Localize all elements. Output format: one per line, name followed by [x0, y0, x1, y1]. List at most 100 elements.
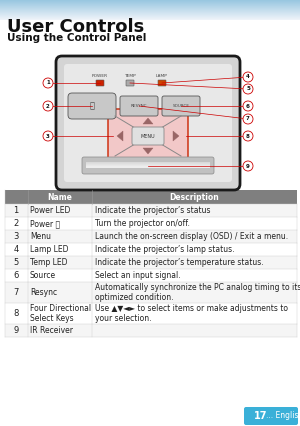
Text: Automatically synchronize the PC analog timing to its
optimized condition.: Automatically synchronize the PC analog …: [95, 283, 300, 302]
Text: Menu: Menu: [30, 232, 51, 241]
Text: Power LED: Power LED: [30, 206, 70, 215]
Text: 4: 4: [14, 245, 19, 254]
Polygon shape: [173, 131, 179, 141]
Circle shape: [43, 78, 53, 88]
FancyBboxPatch shape: [56, 56, 240, 190]
Circle shape: [243, 114, 253, 124]
Circle shape: [43, 101, 53, 111]
Bar: [0, 14, 300, 15]
Bar: [5, 204, 297, 217]
Text: POWER: POWER: [92, 74, 108, 78]
Text: 8: 8: [13, 309, 19, 318]
Text: IR Receiver: IR Receiver: [30, 326, 73, 335]
Bar: [5, 243, 297, 256]
Bar: [0, 6, 300, 7]
Bar: [0, 5, 300, 6]
Bar: [86, 165, 210, 167]
Text: Using the Control Panel: Using the Control Panel: [7, 33, 146, 43]
Text: ⏻: ⏻: [89, 101, 94, 110]
Text: TEMP: TEMP: [124, 74, 136, 78]
FancyBboxPatch shape: [132, 127, 164, 145]
Bar: [0, 18, 300, 19]
Text: Source: Source: [30, 271, 56, 280]
Bar: [86, 163, 210, 165]
Bar: [0, 11, 300, 12]
FancyBboxPatch shape: [158, 80, 166, 86]
Text: Indicate the projector’s temperature status.: Indicate the projector’s temperature sta…: [95, 258, 264, 267]
Bar: [0, 13, 300, 14]
Polygon shape: [117, 131, 123, 141]
Bar: [5, 190, 297, 204]
Bar: [0, 7, 300, 8]
Text: 7: 7: [246, 116, 250, 121]
Text: Launch the on-screen display (OSD) / Exit a menu.: Launch the on-screen display (OSD) / Exi…: [95, 232, 288, 241]
FancyBboxPatch shape: [96, 80, 104, 86]
Text: 1: 1: [46, 81, 50, 86]
Text: 9: 9: [246, 164, 250, 169]
Text: Select an input signal.: Select an input signal.: [95, 271, 181, 280]
Bar: [0, 3, 300, 4]
Text: Lamp LED: Lamp LED: [30, 245, 68, 254]
Text: User Controls: User Controls: [7, 18, 144, 36]
Text: 3: 3: [13, 232, 19, 241]
FancyBboxPatch shape: [244, 407, 298, 425]
Bar: [86, 164, 210, 166]
Bar: [86, 166, 210, 168]
FancyBboxPatch shape: [68, 93, 116, 119]
Text: RESYNC: RESYNC: [131, 104, 147, 108]
Text: 2: 2: [14, 219, 19, 228]
Text: Resync: Resync: [30, 288, 57, 297]
Circle shape: [243, 101, 253, 111]
Text: 3: 3: [46, 133, 50, 138]
Bar: [0, 4, 300, 5]
Text: SOURCE: SOURCE: [172, 104, 190, 108]
Text: 17: 17: [254, 411, 268, 421]
Text: Power ⏻: Power ⏻: [30, 219, 60, 228]
Bar: [86, 162, 210, 164]
Bar: [5, 217, 297, 230]
FancyBboxPatch shape: [162, 96, 200, 116]
Bar: [5, 303, 297, 324]
Text: Four Directional
Select Keys: Four Directional Select Keys: [30, 304, 91, 323]
Circle shape: [243, 161, 253, 171]
FancyBboxPatch shape: [126, 80, 134, 86]
Text: Use ▲▼◄► to select items or make adjustments to
your selection.: Use ▲▼◄► to select items or make adjustm…: [95, 304, 288, 323]
Bar: [5, 230, 297, 243]
Polygon shape: [143, 148, 153, 154]
Text: Turn the projector on/off.: Turn the projector on/off.: [95, 219, 190, 228]
FancyBboxPatch shape: [64, 64, 232, 182]
Bar: [0, 15, 300, 16]
Circle shape: [243, 131, 253, 141]
Text: 5: 5: [14, 258, 19, 267]
Text: 5: 5: [246, 86, 250, 92]
Text: 9: 9: [14, 326, 19, 335]
Bar: [5, 324, 297, 337]
Bar: [5, 269, 297, 282]
Text: Indicate the projector’s status: Indicate the projector’s status: [95, 206, 211, 215]
Bar: [0, 1, 300, 2]
Bar: [0, 0, 300, 1]
Bar: [0, 16, 300, 17]
Polygon shape: [143, 118, 153, 124]
Text: Name: Name: [48, 193, 72, 201]
Circle shape: [43, 131, 53, 141]
Bar: [0, 17, 300, 18]
Text: Indicate the projector’s lamp status.: Indicate the projector’s lamp status.: [95, 245, 235, 254]
Bar: [0, 10, 300, 11]
Circle shape: [243, 72, 253, 82]
Bar: [0, 19, 300, 20]
Text: ... English: ... English: [266, 412, 300, 420]
Bar: [5, 282, 297, 303]
Text: 1: 1: [14, 206, 19, 215]
Bar: [0, 12, 300, 13]
Text: 8: 8: [246, 133, 250, 138]
Text: 6: 6: [246, 104, 250, 109]
Bar: [5, 256, 297, 269]
Bar: [0, 8, 300, 9]
Text: MENU: MENU: [141, 133, 155, 138]
Text: Temp LED: Temp LED: [30, 258, 68, 267]
FancyBboxPatch shape: [82, 157, 214, 174]
Text: 6: 6: [13, 271, 19, 280]
FancyBboxPatch shape: [120, 96, 158, 116]
Text: LAMP: LAMP: [156, 74, 168, 78]
